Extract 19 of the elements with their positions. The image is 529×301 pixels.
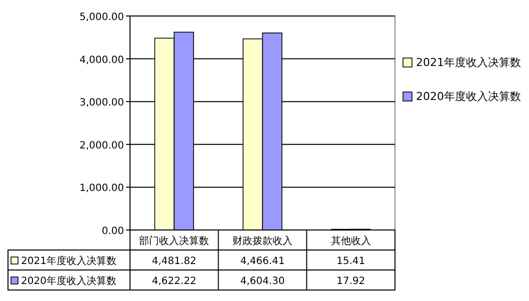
text: 2020年度收入决算数 xyxy=(21,276,116,287)
legend-label: 2021年度收入决算数 xyxy=(21,255,116,267)
y-tick-label: 2,000.00 xyxy=(79,140,124,152)
y-tick-label: 0.00 xyxy=(102,226,124,237)
legend-label: 2020年度收入决算数 xyxy=(416,90,521,103)
data-label: 15.41 xyxy=(336,256,366,267)
y-tick-label: 5,000.00 xyxy=(79,12,124,23)
x-tick-label: 其他收入 xyxy=(330,235,371,247)
data-label: 4,622.22 xyxy=(152,276,196,287)
data-label: 4,481.82 xyxy=(152,256,196,267)
x-tick-label: 财政拨款收入 xyxy=(232,235,292,247)
x-tick-label: 部门收入决算数 xyxy=(139,235,210,247)
y-tick-label: 3,000.00 xyxy=(79,98,124,109)
data-label: 4,466.41 xyxy=(240,256,285,267)
y-tick-label: 1,000.00 xyxy=(79,183,124,194)
data-label: 4,604.30 xyxy=(240,276,285,287)
y-tick-label: 4,000.00 xyxy=(79,54,124,66)
data-label: 17.92 xyxy=(336,276,366,287)
legend: 2021年度收入决算数 2020年度收入决算数 xyxy=(402,56,521,103)
